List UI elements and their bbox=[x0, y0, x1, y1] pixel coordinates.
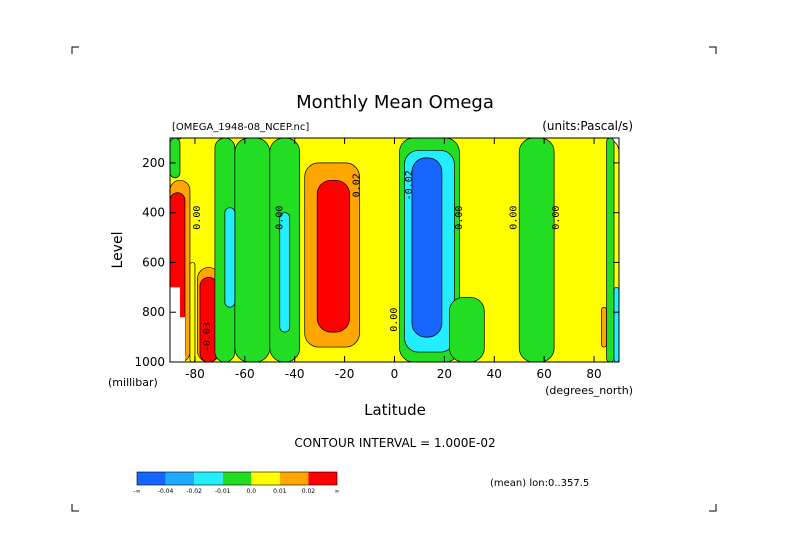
y-axis-unit: (millibar) bbox=[108, 376, 158, 389]
colorbar: -∞ -0.04 -0.02 -0.01 0.0 0.01 0.02 ∞ bbox=[133, 471, 340, 495]
contour-interval-label: CONTOUR INTERVAL = 1.000E-02 bbox=[294, 436, 495, 450]
colorbar-swatch bbox=[137, 472, 166, 485]
colorbar-label: -0.04 bbox=[158, 488, 174, 495]
y-tick-label: 200 bbox=[142, 156, 165, 170]
contour-region-blue bbox=[411, 157, 443, 338]
colorbar-label: -∞ bbox=[133, 488, 140, 495]
contour-label: 0.00 bbox=[454, 206, 465, 230]
contour-region-green bbox=[170, 138, 181, 179]
x-tick-label: 0 bbox=[391, 367, 399, 381]
y-tick-label: 400 bbox=[142, 206, 165, 220]
contour-region-green bbox=[449, 296, 485, 362]
contour-label: 0.00 bbox=[551, 206, 562, 230]
x-tick-label: 20 bbox=[437, 367, 452, 381]
y-axis-ticks: 200 400 600 800 1000 bbox=[134, 156, 619, 369]
x-tick-label: -80 bbox=[185, 367, 205, 381]
corner-mark-top-right bbox=[709, 46, 717, 54]
y-tick-label: 600 bbox=[142, 255, 165, 269]
x-tick-label: -40 bbox=[285, 367, 305, 381]
corner-mark-top-left bbox=[71, 46, 79, 54]
contour-label: 0.00 bbox=[509, 206, 520, 230]
colorbar-swatch bbox=[308, 472, 337, 485]
corner-marks bbox=[71, 46, 717, 512]
corner-mark-bottom-right bbox=[709, 504, 717, 512]
x-tick-label: 60 bbox=[537, 367, 552, 381]
colorbar-label: ∞ bbox=[335, 488, 340, 495]
contour-region-green bbox=[606, 138, 615, 362]
x-axis-title: Latitude bbox=[364, 401, 426, 419]
colorbar-label: -0.02 bbox=[186, 488, 202, 495]
colorbar-frame bbox=[136, 471, 338, 486]
x-tick-label: 80 bbox=[586, 367, 601, 381]
x-axis-unit: (degrees_north) bbox=[545, 384, 633, 397]
contour-label: 0.00 bbox=[389, 308, 400, 332]
colorbar-swatch bbox=[165, 472, 195, 485]
colorbar-label: 0.01 bbox=[273, 488, 287, 495]
contour-label: 0.02 bbox=[352, 173, 363, 197]
missing-data-region bbox=[179, 317, 185, 362]
x-tick-label: -60 bbox=[235, 367, 255, 381]
corner-mark-bottom-left bbox=[71, 504, 79, 512]
colorbar-label: -0.01 bbox=[215, 488, 231, 495]
x-axis-ticks: -80 -60 -40 -20 0 20 40 60 80 bbox=[185, 138, 602, 381]
contour-region-green bbox=[234, 138, 271, 362]
missing-data-region bbox=[170, 287, 180, 362]
colorbar-label: 0.0 bbox=[247, 488, 257, 495]
contour-region-yellow bbox=[189, 262, 196, 362]
chart-title: Monthly Mean Omega bbox=[296, 92, 494, 113]
contour-field: 0.00 0.00 0.02 -0.02 0.00 0.00 0.00 0.00 -0.03 bbox=[170, 138, 619, 362]
contour-region-cyan bbox=[613, 286, 619, 362]
contour-label: -0.02 bbox=[404, 170, 415, 200]
contour-region-cyan bbox=[224, 207, 236, 308]
x-tick-label: -20 bbox=[335, 367, 355, 381]
colorbar-label: 0.02 bbox=[302, 488, 316, 495]
mean-lon-label: (mean) lon:0..357.5 bbox=[490, 478, 589, 489]
contour-label: -0.03 bbox=[202, 322, 213, 352]
units-label: (units:Pascal/s) bbox=[542, 119, 633, 133]
colorbar-swatch bbox=[251, 472, 280, 485]
contour-region-cyan bbox=[279, 212, 291, 333]
dataset-label: [OMEGA_1948-08_NCEP.nc] bbox=[172, 122, 309, 133]
plot-area: 0.00 0.00 0.02 -0.02 0.00 0.00 0.00 0.00 -0.03 bbox=[169, 137, 620, 363]
colorbar-swatch bbox=[279, 472, 309, 485]
y-tick-label: 1000 bbox=[134, 355, 165, 369]
y-axis-title: Level bbox=[110, 232, 126, 269]
colorbar-swatch bbox=[194, 472, 223, 485]
contour-label: 0.00 bbox=[192, 206, 203, 230]
contour-region-red bbox=[316, 179, 350, 333]
y-tick-label: 800 bbox=[142, 305, 165, 319]
contour-region-green bbox=[518, 138, 555, 362]
colorbar-swatch bbox=[222, 472, 252, 485]
x-tick-label: 40 bbox=[487, 367, 502, 381]
contour-region-orange bbox=[601, 306, 607, 348]
contour-label: 0.00 bbox=[274, 206, 285, 230]
